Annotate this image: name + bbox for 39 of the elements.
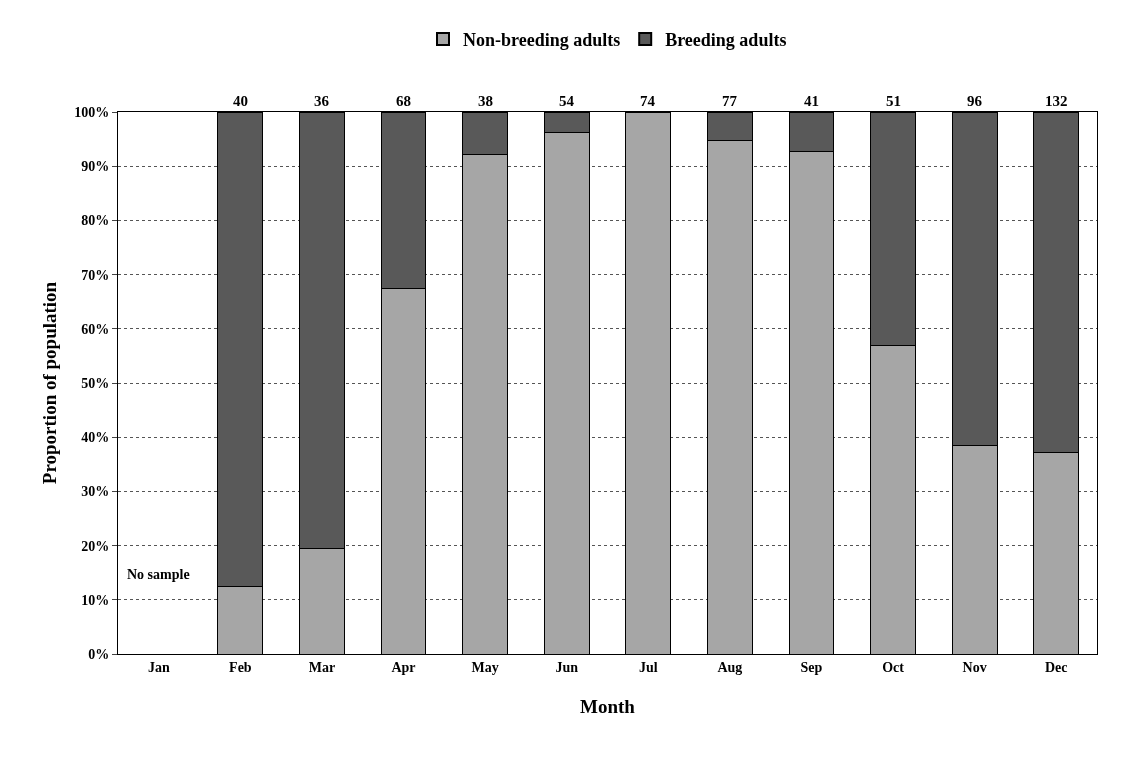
annotation: 74 [640, 93, 656, 109]
x-tick-label: Sep [800, 659, 823, 675]
x-tick-label: Jul [638, 659, 658, 675]
y-tick-label: 20% [81, 538, 110, 554]
x-tick-label: Jan [147, 659, 170, 675]
annotation: 77 [722, 93, 738, 109]
x-tick-label: Apr [391, 659, 416, 675]
y-tick-label: 30% [81, 484, 110, 500]
annotation: 38 [478, 93, 493, 109]
annotation: 132 [1045, 93, 1068, 109]
y-tick-label: 90% [81, 159, 110, 175]
y-tick-label: 40% [81, 430, 110, 446]
x-tick-label: Mar [308, 659, 336, 675]
annotation: 36 [314, 93, 330, 109]
x-tick-label: Aug [717, 659, 743, 675]
x-tick-label: Oct [882, 659, 905, 675]
x-tick-label: Jun [555, 659, 579, 675]
annotation: 54 [559, 93, 575, 109]
y-tick-label: 80% [81, 213, 110, 229]
annotation: 40 [233, 93, 248, 109]
annotation: 96 [967, 93, 983, 109]
x-axis-title: Month [580, 695, 636, 717]
x-tick-label: Feb [229, 659, 252, 675]
y-tick-label: 60% [81, 321, 110, 337]
annotation: 51 [886, 93, 901, 109]
legend-label: Breeding adults [665, 30, 787, 51]
y-axis-title: Proportion of population [39, 281, 61, 485]
annotation: 68 [396, 93, 411, 109]
x-tick-label: Nov [962, 659, 987, 675]
y-tick-label: 70% [81, 267, 110, 283]
y-tick-label: 0% [88, 646, 110, 662]
annotation: 41 [804, 93, 819, 109]
legend-label: Non-breeding adults [463, 30, 621, 51]
x-tick-label: May [471, 659, 499, 675]
annotation: No sample [127, 567, 190, 582]
y-tick-label: 50% [81, 375, 110, 391]
y-tick-label: 100% [74, 104, 110, 120]
y-tick-label: 10% [81, 592, 110, 608]
x-tick-label: Dec [1044, 659, 1068, 675]
